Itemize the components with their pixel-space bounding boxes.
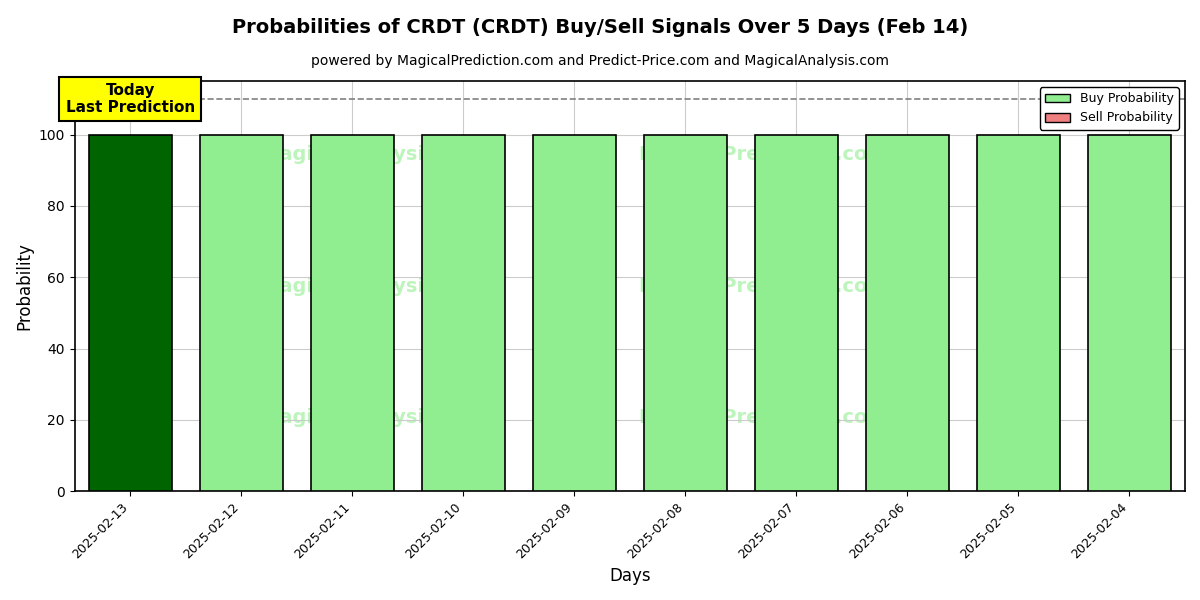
Text: MagicalPrediction.com: MagicalPrediction.com (638, 277, 888, 296)
Text: Today
Last Prediction: Today Last Prediction (66, 83, 194, 115)
Bar (311, 134, 394, 491)
Bar (89, 134, 172, 491)
Bar (643, 134, 727, 491)
Bar (533, 134, 616, 491)
X-axis label: Days: Days (610, 567, 650, 585)
Bar (977, 134, 1060, 491)
Text: MagicalAnalysis.com: MagicalAnalysis.com (260, 277, 488, 296)
Y-axis label: Probability: Probability (16, 242, 34, 330)
Bar (199, 134, 283, 491)
Text: powered by MagicalPrediction.com and Predict-Price.com and MagicalAnalysis.com: powered by MagicalPrediction.com and Pre… (311, 54, 889, 68)
Text: MagicalAnalysis.com: MagicalAnalysis.com (260, 408, 488, 427)
Bar (421, 134, 505, 491)
Bar (755, 134, 838, 491)
Text: MagicalPrediction.com: MagicalPrediction.com (638, 408, 888, 427)
Legend: Buy Probability, Sell Probability: Buy Probability, Sell Probability (1040, 87, 1178, 130)
Text: Probabilities of CRDT (CRDT) Buy/Sell Signals Over 5 Days (Feb 14): Probabilities of CRDT (CRDT) Buy/Sell Si… (232, 18, 968, 37)
Text: MagicalPrediction.com: MagicalPrediction.com (638, 145, 888, 164)
Text: MagicalAnalysis.com: MagicalAnalysis.com (260, 145, 488, 164)
Bar (865, 134, 949, 491)
Bar (1088, 134, 1171, 491)
